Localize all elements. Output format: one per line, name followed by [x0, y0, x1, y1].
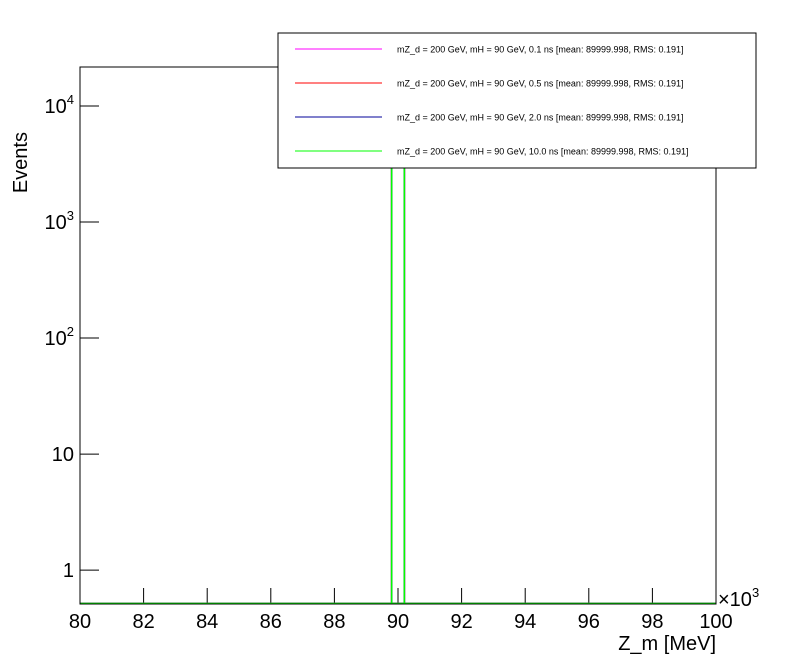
legend-label: mZ_d = 200 GeV, mH = 90 GeV, 2.0 ns [mea…: [397, 113, 684, 123]
x-tick-label: 92: [450, 611, 472, 633]
y-axis-label: Events: [10, 132, 32, 193]
legend-box: [277, 32, 757, 169]
y-tick-label: 104: [45, 92, 74, 118]
x-tick-label: 100: [699, 611, 732, 633]
y-tick-label: 1: [63, 560, 74, 582]
x-multiplier-base: ×10: [718, 589, 752, 611]
x-tick-label: 98: [641, 611, 663, 633]
legend-label: mZ_d = 200 GeV, mH = 90 GeV, 0.1 ns [mea…: [397, 45, 684, 55]
y-tick-label: 103: [45, 208, 74, 234]
y-tick-base: 10: [45, 96, 67, 118]
x-tick-label: 88: [323, 611, 345, 633]
x-tick-label: 90: [387, 611, 409, 633]
y-tick-base: 10: [45, 328, 67, 350]
y-tick-exponent: 4: [67, 92, 74, 107]
x-tick-label: 86: [260, 611, 282, 633]
x-tick-label: 82: [132, 611, 154, 633]
x-axis-label: Z_m [MeV]: [618, 633, 716, 655]
x-tick-label: 84: [196, 611, 218, 633]
x-multiplier: ×103: [718, 585, 759, 611]
y-tick-exponent: 3: [67, 208, 74, 223]
x-tick-label: 80: [69, 611, 91, 633]
y-tick-label: 102: [45, 324, 74, 350]
legend-label: mZ_d = 200 GeV, mH = 90 GeV, 0.5 ns [mea…: [397, 79, 684, 89]
y-tick-exponent: 2: [67, 324, 74, 339]
y-tick-base: 10: [45, 212, 67, 234]
x-multiplier-exponent: 3: [752, 585, 759, 600]
y-tick-label: 10: [52, 444, 74, 466]
x-tick-label: 94: [514, 611, 536, 633]
legend-label: mZ_d = 200 GeV, mH = 90 GeV, 10.0 ns [me…: [397, 147, 689, 157]
x-tick-label: 96: [578, 611, 600, 633]
